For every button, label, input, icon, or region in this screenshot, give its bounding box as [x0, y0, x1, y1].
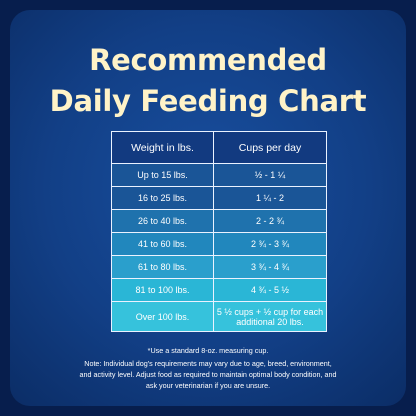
footnote: *Use a standard 8-oz. measuring cup. — [147, 346, 269, 355]
cups-header: Cups per day — [213, 131, 327, 164]
weight-cell: Over 100 lbs. — [111, 301, 214, 332]
note-line: Note: Individual dog's requirements may … — [84, 359, 332, 368]
weight-cell: 61 to 80 lbs. — [111, 255, 214, 279]
weight-cell: 41 to 60 lbs. — [111, 232, 214, 256]
cups-cell: 5 ½ cups + ½ cup for each additional 20 … — [213, 301, 327, 332]
weight-cell: 81 to 100 lbs. — [111, 278, 214, 302]
table-row: Up to 15 lbs. ½ - 1 ¼ — [111, 163, 327, 187]
table-row: 16 to 25 lbs. 1 ¼ - 2 — [111, 186, 327, 210]
weight-cell: 26 to 40 lbs. — [111, 209, 214, 233]
title-line-2: Daily Feeding Chart — [49, 84, 367, 118]
cups-cell: 3 ¾ - 4 ¾ — [213, 255, 327, 279]
note-block: Note: Individual dog's requirements may … — [10, 358, 406, 391]
cups-cell: ½ - 1 ¼ — [213, 163, 327, 187]
weight-header: Weight in lbs. — [111, 131, 214, 164]
table-row: 26 to 40 lbs. 2 - 2 ¾ — [111, 209, 327, 233]
feeding-chart-card: Recommended Daily Feeding Chart Weight i… — [10, 10, 406, 406]
table-row: 41 to 60 lbs. 2 ¾ - 3 ¾ — [111, 232, 327, 256]
table-row: Over 100 lbs. 5 ½ cups + ½ cup for each … — [111, 301, 327, 332]
weight-cell: 16 to 25 lbs. — [111, 186, 214, 210]
table-row: 81 to 100 lbs. 4 ¾ - 5 ½ — [111, 278, 327, 302]
table-header-row: Weight in lbs. Cups per day — [111, 131, 327, 164]
title-line-1: Recommended — [89, 43, 327, 77]
cups-cell: 2 ¾ - 3 ¾ — [213, 232, 327, 256]
note-line: and activity level. Adjust food as requi… — [79, 370, 337, 379]
feeding-table: Weight in lbs. Cups per day Up to 15 lbs… — [111, 131, 327, 332]
table-row: 61 to 80 lbs. 3 ¾ - 4 ¾ — [111, 255, 327, 279]
cups-cell: 4 ¾ - 5 ½ — [213, 278, 327, 302]
cups-cell: 2 - 2 ¾ — [213, 209, 327, 233]
note-line: ask your veterinarian if you are unsure. — [145, 381, 271, 390]
weight-cell: Up to 15 lbs. — [111, 163, 214, 187]
cups-cell: 1 ¼ - 2 — [213, 186, 327, 210]
